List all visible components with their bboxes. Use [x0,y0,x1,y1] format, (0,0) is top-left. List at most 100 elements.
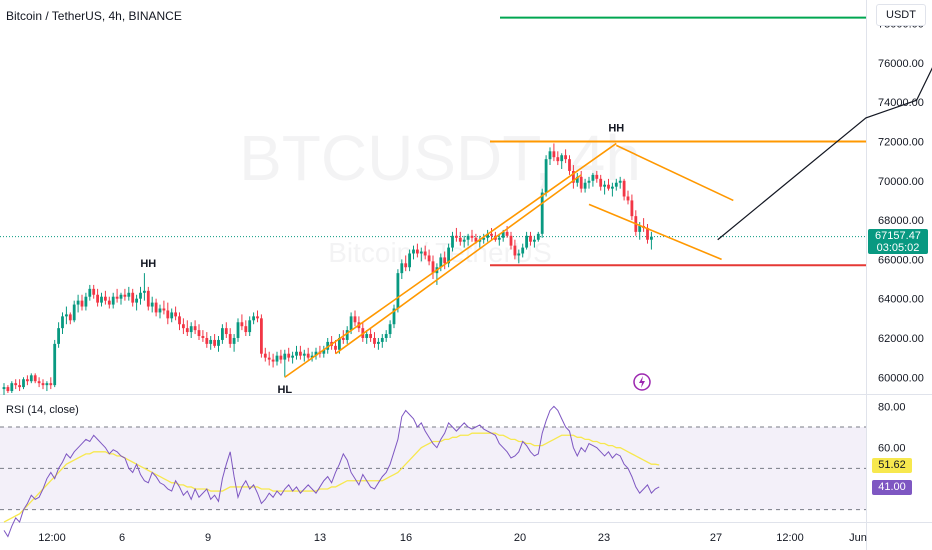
candle-body [37,381,41,384]
candle-body [322,349,326,354]
candle-body [260,318,263,354]
rsi-line [3,405,660,538]
candle-body [427,255,431,262]
candle-body [189,326,193,333]
candle-body [221,328,224,340]
candle-body [146,290,150,307]
candle-body [65,314,68,317]
candle-body [443,257,447,264]
price-tick-label: 62000.00 [878,333,924,345]
candle-body [45,383,49,386]
candle-body [591,174,595,181]
candle-body [525,235,528,248]
candle-body [564,155,567,160]
candle-body [575,176,579,183]
candle-body [384,334,388,338]
candle-body [228,334,232,344]
candle-body [61,316,64,329]
candle-body [365,334,369,338]
candle-body [236,322,240,338]
candle-body [556,157,560,162]
price-tick-label: 66000.00 [878,254,924,266]
candle-body [170,312,174,319]
candle-body [2,387,6,390]
alert-icon[interactable] [633,373,651,391]
price-axis[interactable]: 60000.00 62000.00 64000.00 66000.00 68000.00… [878,19,924,455]
time-tick-label: 16 [400,532,412,544]
candle-body [302,353,306,356]
price-tick-label: 60000.00 [878,372,924,384]
candle-body [244,326,248,333]
candle-body [505,231,509,236]
candle-body [431,261,435,274]
candle-body [166,310,170,319]
lightning-bolt [639,376,645,388]
candle-body [127,292,131,297]
candle-body [599,178,603,187]
candle-body [533,239,536,242]
candle-body [76,300,80,305]
candle-body [345,330,349,340]
candle-body [326,341,330,350]
candle-body [630,200,634,217]
time-tick-label: 9 [205,532,211,544]
candle-body [419,251,423,254]
candle-body [400,263,404,274]
candle-body [451,235,454,248]
candle-body [119,294,123,299]
candle-body [26,379,29,382]
candle-body [338,337,341,350]
time-axis[interactable]: 12:00 6 9 13 16 20 23 27 12:00 Jun [38,532,867,544]
rsi-value-badge: 41.00 [872,479,912,495]
candle-body [111,296,115,305]
currency-button[interactable]: USDT [876,4,926,26]
candle-body [217,339,220,346]
candle-body [408,253,411,268]
candle-body [404,263,408,268]
candle-body [193,326,197,331]
drawings[interactable] [284,0,932,378]
candle-body [521,247,525,254]
candle-body [154,302,158,313]
candle-body [291,355,294,358]
candle-body [299,351,302,356]
price-tick-label: 70000.00 [878,176,924,188]
candle-body [295,351,298,356]
time-tick-label: 6 [119,532,125,544]
last-price-badge: 67157.47 03:05:02 [868,229,928,254]
candle-body [107,300,111,305]
candle-body [646,227,649,240]
candle-body [458,237,462,242]
candle-body [595,174,599,179]
candle-body [638,225,642,232]
candle-body [248,320,252,333]
horizontal-levels[interactable] [0,0,866,267]
rsi-indicator-label[interactable]: RSI (14, close) [6,404,79,416]
price-tick-label: 76000.00 [878,58,924,70]
candle-body [263,353,267,358]
candle-body [135,298,138,303]
candle-body [455,235,458,238]
candle-body [33,375,37,382]
candle-body [560,155,564,162]
candle-body [552,151,556,158]
candle-body [29,375,33,382]
candle-body [205,337,209,344]
candle-body [603,184,606,187]
candle-body [501,231,505,238]
candle-body [232,337,236,344]
candle-body [618,180,622,183]
time-tick-label: 20 [514,532,526,544]
candle-body [92,288,96,295]
candle-body [611,186,614,189]
candle-body [306,353,310,358]
candle-body [224,328,228,335]
candles [2,143,653,395]
annotations: HH HL HH [140,123,624,397]
candle-body [53,343,57,386]
rsi-ma-badge: 51.62 [872,457,912,473]
candle-body [271,359,275,362]
